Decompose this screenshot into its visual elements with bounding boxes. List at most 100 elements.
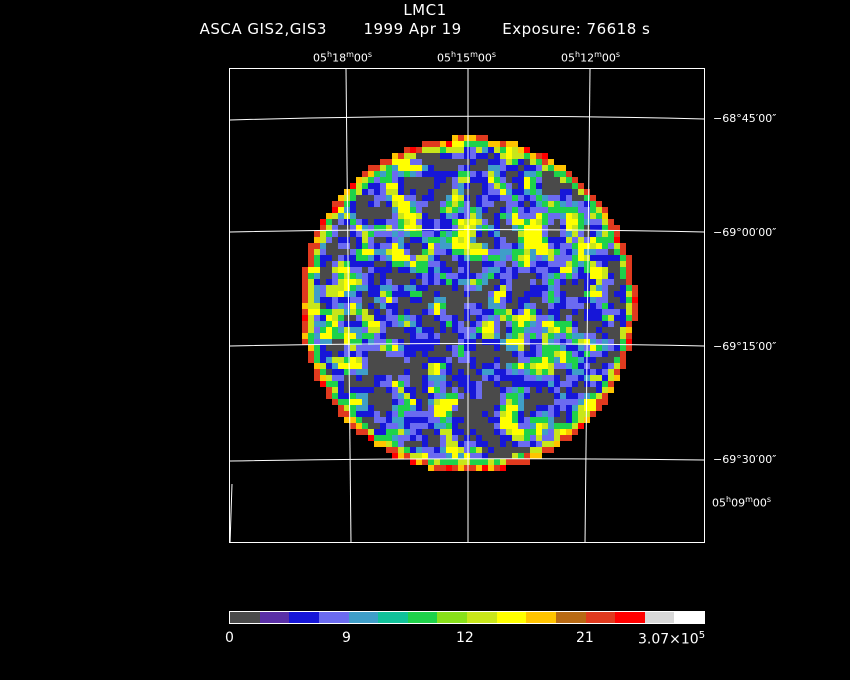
image-frame[interactable] (229, 68, 705, 543)
pixel (476, 375, 482, 381)
pixel (464, 177, 470, 183)
pixel (410, 423, 416, 429)
pixel (500, 189, 506, 195)
pixel (464, 393, 470, 399)
pixel (494, 423, 500, 429)
pixel (434, 351, 440, 357)
pixel (488, 405, 494, 411)
pixel (380, 429, 386, 435)
pixel (356, 405, 362, 411)
pixel (608, 321, 614, 327)
pixel (566, 429, 572, 435)
pixel (596, 201, 602, 207)
pixel (422, 357, 428, 363)
pixel (518, 147, 524, 153)
pixel (530, 363, 536, 369)
pixel (428, 375, 434, 381)
pixel (596, 363, 602, 369)
pixel (524, 441, 530, 447)
pixel (452, 177, 458, 183)
pixel (524, 369, 530, 375)
pixel (422, 321, 428, 327)
pixel (398, 435, 404, 441)
pixel (488, 459, 494, 465)
pixel (512, 375, 518, 381)
pixel (554, 339, 560, 345)
pixel (314, 261, 320, 267)
pixel (518, 189, 524, 195)
pixel (530, 309, 536, 315)
pixel (578, 357, 584, 363)
pixel (572, 369, 578, 375)
pixel (512, 315, 518, 321)
pixel (518, 327, 524, 333)
pixel (308, 285, 314, 291)
pixel (512, 351, 518, 357)
pixel (608, 279, 614, 285)
pixel (464, 153, 470, 159)
pixel (512, 447, 518, 453)
pixel (608, 291, 614, 297)
pixel (416, 267, 422, 273)
pixel (494, 417, 500, 423)
pixel (404, 291, 410, 297)
pixel (488, 171, 494, 177)
pixel (560, 177, 566, 183)
pixel (422, 393, 428, 399)
pixel (602, 327, 608, 333)
pixel (536, 411, 542, 417)
pixel (470, 171, 476, 177)
pixel (332, 261, 338, 267)
pixel (494, 189, 500, 195)
pixel (530, 231, 536, 237)
pixel (482, 141, 488, 147)
pixel (422, 429, 428, 435)
pixel (518, 321, 524, 327)
pixel (590, 249, 596, 255)
pixel (614, 285, 620, 291)
pixel (512, 159, 518, 165)
pixel (536, 309, 542, 315)
pixel (596, 255, 602, 261)
pixel (512, 255, 518, 261)
pixel (560, 399, 566, 405)
pixel (452, 165, 458, 171)
pixel (380, 159, 386, 165)
pixel (362, 351, 368, 357)
pixel (434, 219, 440, 225)
pixel (386, 381, 392, 387)
pixel (548, 411, 554, 417)
pixel (476, 189, 482, 195)
pixel (506, 207, 512, 213)
pixel (482, 243, 488, 249)
pixel (548, 255, 554, 261)
pixel (332, 357, 338, 363)
pixel (398, 393, 404, 399)
pixel (374, 201, 380, 207)
pixel (542, 249, 548, 255)
pixel (392, 165, 398, 171)
pixel (314, 357, 320, 363)
pixel (518, 453, 524, 459)
pixel (488, 291, 494, 297)
pixel (500, 171, 506, 177)
pixel (464, 327, 470, 333)
pixel (482, 333, 488, 339)
pixel (338, 273, 344, 279)
pixel (518, 441, 524, 447)
pixel (440, 267, 446, 273)
pixel (482, 429, 488, 435)
pixel (464, 369, 470, 375)
pixel (584, 255, 590, 261)
pixel (608, 369, 614, 375)
pixel (464, 405, 470, 411)
pixel (440, 387, 446, 393)
pixel (422, 381, 428, 387)
pixel (608, 345, 614, 351)
pixel (350, 381, 356, 387)
pixel (464, 183, 470, 189)
pixel (326, 387, 332, 393)
pixel (530, 249, 536, 255)
pixel (608, 309, 614, 315)
pixel (338, 267, 344, 273)
